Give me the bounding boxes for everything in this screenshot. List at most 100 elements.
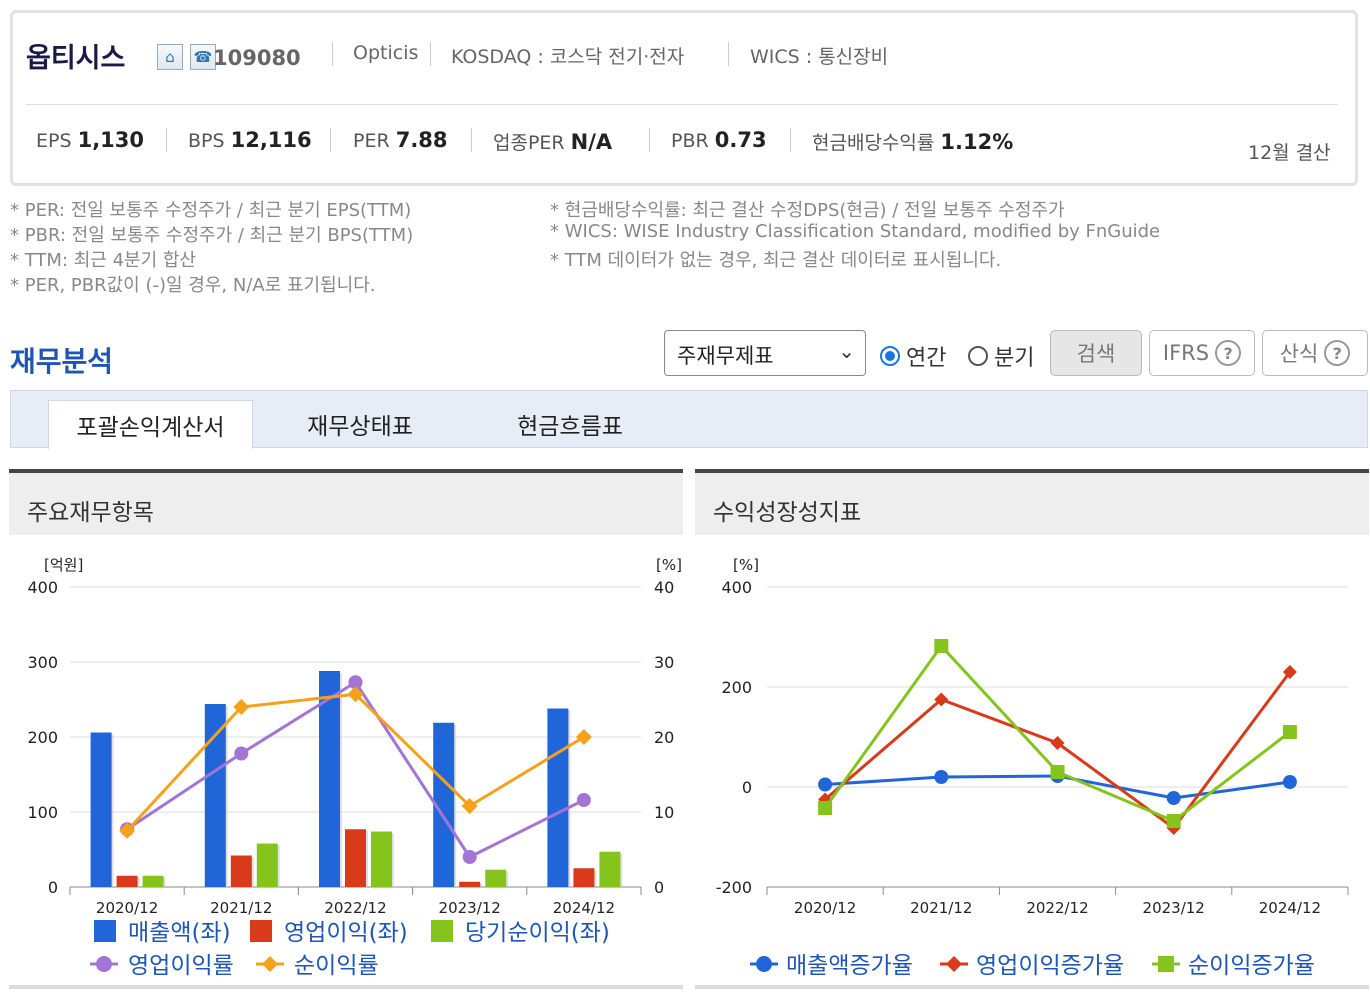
company-name: 옵티시스 — [26, 43, 126, 74]
y-tick-label: 200 — [721, 678, 752, 697]
y-right-tick-label: 40 — [654, 578, 674, 597]
legend-swatch — [94, 920, 116, 942]
legend-marker — [756, 956, 772, 972]
y-right-unit: [%] — [656, 556, 682, 574]
series-line — [823, 643, 1291, 823]
x-tick-label: 2020/12 — [96, 899, 158, 917]
data-point — [575, 729, 592, 745]
statement-select[interactable]: 주재무제표 ⌄ — [664, 330, 866, 376]
note-wics: * WICS: WISE Industry Classification Sta… — [550, 221, 1161, 242]
panel-title-financial-items: 주요재무항목 — [9, 469, 683, 535]
data-point — [1050, 736, 1065, 750]
legend-swatch — [250, 920, 272, 942]
x-tick-label: 2021/12 — [910, 899, 972, 917]
x-tick-label: 2022/12 — [324, 899, 386, 917]
bar — [433, 722, 455, 887]
bar — [142, 875, 164, 887]
bar — [204, 704, 226, 887]
section-title: 재무분석 — [10, 345, 114, 378]
bar — [459, 881, 481, 887]
bar — [116, 875, 138, 887]
data-point — [347, 686, 364, 703]
formula-button[interactable]: 산식? — [1262, 330, 1368, 376]
stat-pbr: PBR 0.73 — [671, 128, 767, 152]
x-tick-label: 2024/12 — [553, 899, 615, 917]
note-ttm-missing: * TTM 데이터가 없는 경우, 최근 결산 데이터로 표시됩니다. — [550, 250, 1002, 271]
ifrs-button[interactable]: IFRS? — [1149, 330, 1255, 376]
stat-dividend-yield: 현금배당수익률 1.12% — [812, 130, 1014, 154]
bar — [599, 851, 621, 887]
legend-label: 영업이익(좌) — [284, 920, 408, 946]
financial-items-chart: 0 100 200 300 400 0 10 20 30 40 [억원] [%] 2020/12 2021… — [27, 556, 682, 979]
data-point — [119, 822, 136, 839]
y-left-tick-label: 300 — [27, 653, 58, 672]
help-icon: ? — [1324, 340, 1351, 366]
stat-eps: EPS 1,130 — [36, 128, 145, 152]
series-line — [125, 692, 585, 832]
stat-bps: BPS 12,116 — [188, 128, 312, 152]
stock-code: 109080 — [213, 46, 301, 70]
y-right-tick-label: 30 — [654, 653, 674, 672]
data-point — [1050, 765, 1065, 779]
phone-icon[interactable]: ☎ — [190, 44, 216, 70]
bar — [345, 829, 366, 887]
legend-label: 영업이익률 — [128, 953, 234, 979]
data-point — [233, 699, 250, 715]
legend-marker — [1158, 956, 1174, 972]
y-tick-label: 0 — [742, 778, 752, 797]
data-point — [934, 692, 949, 707]
data-point — [462, 850, 477, 864]
bar — [256, 843, 278, 887]
legend-label: 순이익률 — [294, 953, 379, 979]
data-point — [461, 798, 478, 814]
y-right-tick-label: 10 — [654, 803, 674, 822]
legend-marker — [96, 956, 112, 972]
note-pbr: * PBR: 전일 보통주 수정주가 / 최근 분기 BPS(TTM) — [10, 225, 414, 246]
y-tick-label: 400 — [721, 578, 752, 597]
x-tick-label: 2024/12 — [1259, 899, 1321, 917]
data-point — [1282, 665, 1297, 679]
data-point — [1166, 791, 1181, 805]
help-icon: ? — [1215, 340, 1242, 366]
stat-per: PER 7.88 — [353, 128, 448, 152]
data-point — [1166, 814, 1181, 828]
wics-info: WICS : 통신장비 — [750, 46, 889, 68]
x-tick-label: 2022/12 — [1026, 899, 1088, 917]
legend-swatch — [431, 920, 453, 942]
legend-label: 당기순이익(좌) — [465, 920, 610, 946]
bar — [230, 855, 252, 887]
note-dividend: * 현금배당수익률: 최근 결산 수정DPS(현금) / 전일 보통주 수정주가 — [550, 200, 1065, 221]
radio-quarter[interactable]: 분기 — [968, 340, 1034, 372]
market-info: KOSDAQ : 코스닥 전기·전자 — [451, 46, 685, 68]
home-icon[interactable]: ⌂ — [157, 44, 183, 70]
data-point — [576, 793, 591, 807]
note-per: * PER: 전일 보통주 수정주가 / 최근 분기 EPS(TTM) — [10, 200, 412, 221]
radio-annual[interactable]: 연간 — [880, 340, 946, 372]
tab-cash-flow[interactable]: 현금흐름표 — [517, 414, 623, 440]
growth-indicators-chart: -200 0 200 400 [%] 2020/12 2021/12 2022/12 2023/… — [716, 556, 1349, 979]
search-button[interactable]: 검색 — [1050, 330, 1142, 376]
legend-label: 순이익증가율 — [1188, 953, 1315, 979]
data-point — [934, 770, 949, 784]
x-tick-label: 2020/12 — [794, 899, 856, 917]
tab-income-statement[interactable]: 포괄손익계산서 — [48, 400, 253, 449]
y-tick-label: -200 — [716, 878, 752, 897]
x-tick-label: 2023/12 — [439, 899, 501, 917]
y-left-tick-label: 400 — [27, 578, 58, 597]
data-point — [1282, 725, 1297, 739]
legend-marker — [262, 956, 278, 972]
tab-balance-sheet[interactable]: 재무상태표 — [307, 414, 413, 440]
y-right-tick-label: 0 — [654, 878, 664, 897]
note-ttm: * TTM: 최근 4분기 합산 — [10, 250, 196, 271]
y-left-tick-label: 0 — [48, 878, 58, 897]
data-point — [1282, 775, 1297, 789]
stat-sector-per: 업종PER N/A — [493, 130, 613, 154]
legend-label: 매출액증가율 — [786, 953, 913, 979]
bar — [371, 831, 392, 887]
legend-marker — [946, 956, 962, 972]
y-right-tick-label: 20 — [654, 728, 674, 747]
company-header — [10, 10, 1358, 186]
legend-label: 매출액(좌) — [128, 920, 231, 946]
legend-label: 영업이익증가율 — [976, 953, 1124, 979]
bar — [90, 732, 112, 887]
